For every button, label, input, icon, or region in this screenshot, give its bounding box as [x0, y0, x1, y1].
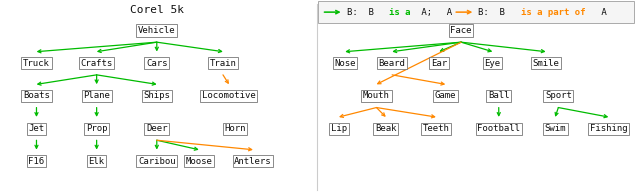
- Text: Locomotive: Locomotive: [202, 91, 256, 100]
- Text: Mouth: Mouth: [363, 91, 390, 100]
- Text: Crafts: Crafts: [81, 59, 113, 68]
- Text: Beard: Beard: [379, 59, 406, 68]
- Text: F16: F16: [28, 157, 45, 166]
- Text: Beak: Beak: [375, 124, 397, 133]
- Text: Football: Football: [477, 124, 520, 133]
- Text: Moose: Moose: [186, 157, 212, 166]
- Text: Ear: Ear: [431, 59, 447, 68]
- Text: Eye: Eye: [484, 59, 500, 68]
- Text: ESP Game: ESP Game: [450, 5, 504, 15]
- Text: Game: Game: [435, 91, 456, 100]
- Text: Cars: Cars: [146, 59, 168, 68]
- Text: Antlers: Antlers: [234, 157, 272, 166]
- Text: Boats: Boats: [23, 91, 50, 100]
- Text: Swim: Swim: [545, 124, 566, 133]
- Text: Teeth: Teeth: [422, 124, 449, 133]
- Text: Deer: Deer: [146, 124, 168, 133]
- Text: A;: A;: [415, 8, 432, 17]
- Text: Face: Face: [451, 26, 472, 35]
- Text: Elk: Elk: [88, 157, 105, 166]
- Text: Lip: Lip: [331, 124, 347, 133]
- Text: Horn: Horn: [224, 124, 246, 133]
- FancyBboxPatch shape: [319, 1, 634, 23]
- Text: Jet: Jet: [28, 124, 45, 133]
- Text: B:  B: B: B: [478, 8, 511, 17]
- Text: Ships: Ships: [143, 91, 170, 100]
- Text: Train: Train: [209, 59, 236, 68]
- Text: A: A: [596, 8, 607, 17]
- Text: Truck: Truck: [23, 59, 50, 68]
- Text: Ball: Ball: [488, 91, 509, 100]
- Text: B:  B: B: B: [347, 8, 379, 17]
- Text: is a: is a: [389, 8, 410, 17]
- Text: A: A: [436, 8, 458, 17]
- Text: Plane: Plane: [83, 91, 110, 100]
- Text: Smile: Smile: [532, 59, 559, 68]
- Text: Nose: Nose: [334, 59, 356, 68]
- Text: is a part of: is a part of: [521, 8, 585, 17]
- Text: Sport: Sport: [545, 91, 572, 100]
- Text: Caribou: Caribou: [138, 157, 175, 166]
- Text: Prop: Prop: [86, 124, 108, 133]
- Text: Fishing: Fishing: [589, 124, 627, 133]
- Text: Vehicle: Vehicle: [138, 26, 175, 35]
- Text: Corel 5k: Corel 5k: [130, 5, 184, 15]
